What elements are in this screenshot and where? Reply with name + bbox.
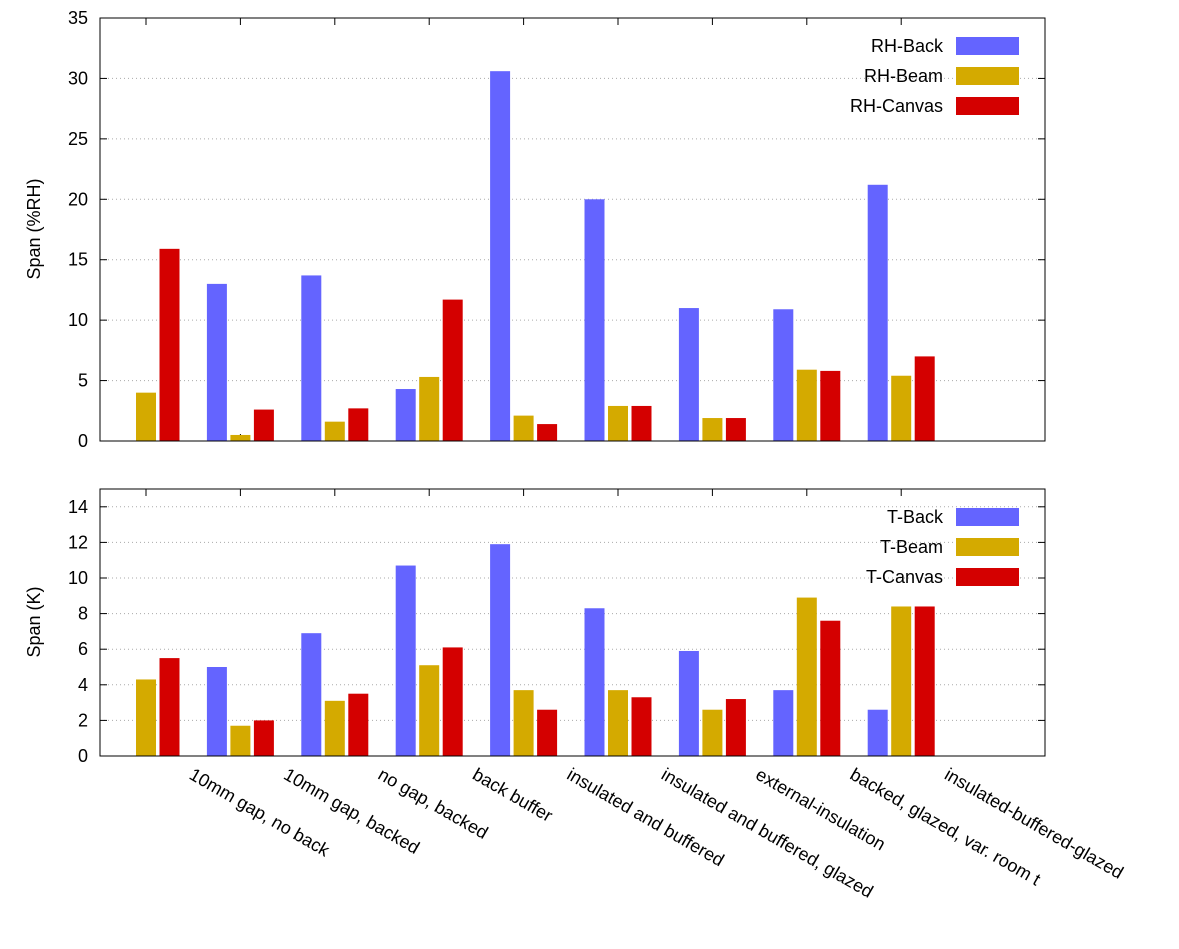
rh-bar-rh-canvas [537,424,558,441]
rh-y-axis-title: Span (%RH) [24,178,44,279]
t-bar-t-canvas [159,658,180,756]
t-y-tick-label: 14 [68,497,88,517]
t-bar-t-canvas [348,693,369,756]
t-bar-t-beam [608,690,628,756]
rh-legend-swatch [956,67,1019,85]
t-bar-t-canvas [914,606,935,756]
t-legend-swatch [956,568,1019,586]
t-bar-t-beam [230,725,251,756]
t-legend-label: T-Canvas [866,567,943,587]
t-legend-label: T-Beam [880,537,943,557]
t-bar-t-back [584,608,605,756]
t-legend-swatch [956,538,1019,556]
rh-y-tick-label: 5 [78,371,88,391]
t-bar-t-beam [702,709,723,756]
rh-panel: Span (%RH) 0 5 10 15 20 25 30 35 RH-Back RH-Beam R… [24,8,1046,451]
category-label: insulated and buffered [564,764,728,870]
t-bar-t-back [490,544,511,756]
t-bar-t-beam [513,690,534,756]
t-y-tick-label: 12 [68,532,88,552]
rh-legend-swatch [956,37,1019,55]
rh-bar-rh-canvas [914,356,935,441]
rh-y-tick-label: 15 [68,250,88,270]
t-y-tick-label: 6 [78,639,88,659]
t-bar-t-back [395,565,416,756]
t-bar-t-canvas [820,620,841,756]
t-bar-t-back [301,633,322,756]
t-bar-t-back [867,709,888,756]
t-y-tick-label: 0 [78,746,88,766]
rh-bar-rh-beam [230,434,251,441]
t-bar-t-canvas [725,699,746,756]
rh-bar-rh-beam [796,369,817,441]
t-bar-t-canvas [442,647,463,756]
rh-bar-rh-beam [702,418,723,441]
rh-bar-rh-canvas [253,409,274,441]
rh-bar-rh-back [206,283,227,441]
rh-bar-rh-beam [891,375,912,441]
rh-plot-frame [99,17,1046,442]
rh-bar-rh-beam [608,405,628,441]
t-bar-t-canvas [631,697,652,756]
t-legend-label: T-Back [887,507,944,527]
rh-bar-rh-back [867,184,888,442]
rh-bar-rh-back [773,309,794,441]
t-bar-t-canvas [253,720,274,756]
rh-bar-rh-canvas [725,418,746,441]
rh-bar-rh-canvas [442,299,463,441]
rh-bar-rh-beam [324,421,345,441]
rh-bar-rh-canvas [159,248,180,441]
t-bar-t-back [773,690,794,756]
rh-bar-rh-canvas [348,408,369,441]
rh-legend-label: RH-Back [871,36,944,56]
rh-bar-rh-back [584,199,605,441]
t-y-tick-label: 2 [78,710,88,730]
rh-y-tick-label: 20 [68,189,88,209]
t-plot-frame [99,488,1046,757]
category-label: back buffer [469,764,556,826]
rh-bar-rh-canvas [631,405,652,441]
rh-y-tick-label: 25 [68,129,88,149]
t-y-axis-title: Span (K) [24,586,44,657]
rh-legend-label: RH-Canvas [850,96,943,116]
t-y-tick-label: 8 [78,604,88,624]
t-bar-t-back [206,667,227,756]
rh-bar-rh-back [395,389,416,441]
t-y-tick-label: 10 [68,568,88,588]
rh-bar-rh-back [301,275,322,441]
t-legend-swatch [956,508,1019,526]
t-bar-t-beam [796,597,817,756]
t-bar-t-beam [324,700,345,756]
t-bar-t-beam [136,679,156,756]
rh-bar-rh-beam [136,392,156,441]
t-panel: Span (K) 0 2 4 6 8 10 12 14 T-Back T-Beam T-Canvas [24,488,1046,766]
rh-bar-rh-back [490,71,511,442]
rh-legend-swatch [956,97,1019,115]
rh-bar-rh-canvas [820,370,841,441]
t-y-tick-label: 4 [78,675,88,695]
category-label: insulated-buffered-glazed [941,764,1127,883]
t-bar-t-beam [891,606,912,756]
rh-bar-rh-back [678,308,699,441]
rh-legend-label: RH-Beam [864,66,943,86]
t-bar-t-back [678,650,699,756]
rh-y-tick-label: 30 [68,68,88,88]
rh-y-tick-label: 0 [78,431,88,451]
t-bar-t-canvas [537,709,558,756]
rh-bar-rh-beam [513,415,534,441]
rh-bar-rh-beam [419,376,440,441]
rh-y-tick-label: 10 [68,310,88,330]
t-bar-t-beam [419,665,440,756]
rh-y-tick-label: 35 [68,8,88,28]
